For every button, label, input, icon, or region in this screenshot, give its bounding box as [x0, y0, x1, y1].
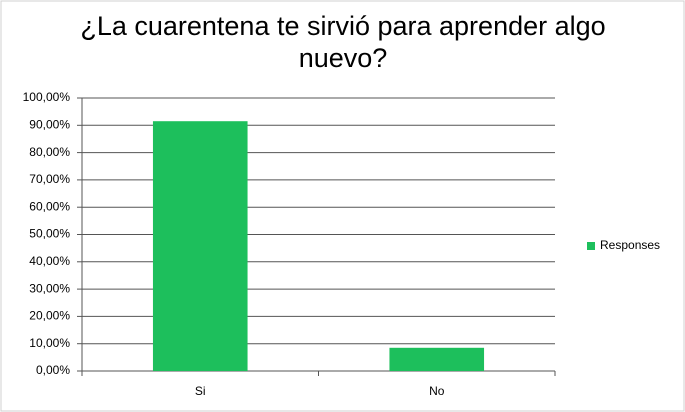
y-tick-label: 10,00%: [29, 336, 70, 350]
y-tick-label: 40,00%: [29, 254, 70, 268]
bar: [389, 347, 485, 371]
y-tick-label: 80,00%: [29, 145, 70, 159]
y-tick-label: 70,00%: [29, 172, 70, 186]
y-tick-label: 0,00%: [36, 363, 70, 377]
y-tick-label: 90,00%: [29, 117, 70, 131]
y-tick-label: 30,00%: [29, 281, 70, 295]
y-tick-label: 20,00%: [29, 309, 70, 323]
y-tick-label: 60,00%: [29, 199, 70, 213]
y-tick-label: 50,00%: [29, 227, 70, 241]
legend-swatch: [587, 242, 595, 250]
y-tick-label: 100,00%: [23, 90, 71, 104]
chart-title: ¿La cuarentena te sirvió para aprender a…: [80, 11, 606, 73]
x-tick-label: Si: [195, 384, 206, 398]
bar: [152, 121, 248, 371]
x-tick-label: No: [429, 384, 445, 398]
legend-label: Responses: [600, 238, 660, 252]
